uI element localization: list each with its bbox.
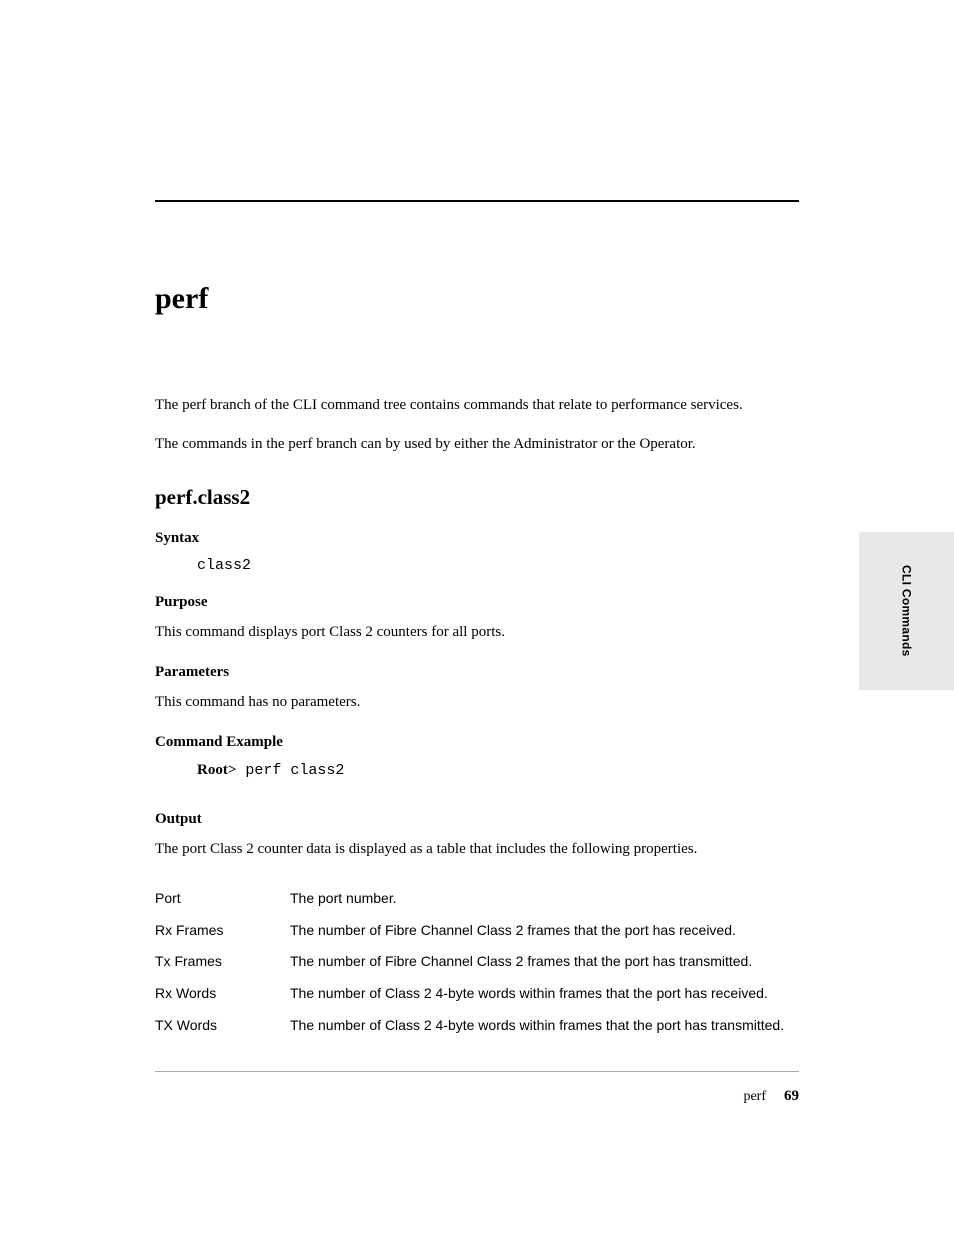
footer-page-number: 69 bbox=[784, 1088, 799, 1105]
prop-desc: The port number. bbox=[290, 883, 799, 915]
table-row: Rx Frames The number of Fibre Channel Cl… bbox=[155, 915, 799, 947]
prop-name: Rx Words bbox=[155, 978, 290, 1010]
command-code: perf class2 bbox=[236, 762, 344, 779]
table-row: Port The port number. bbox=[155, 883, 799, 915]
prop-desc: The number of Class 2 4-byte words withi… bbox=[290, 978, 799, 1010]
prop-desc: The number of Fibre Channel Class 2 fram… bbox=[290, 946, 799, 978]
properties-table: Port The port number. Rx Frames The numb… bbox=[155, 883, 799, 1041]
table-row: TX Words The number of Class 2 4-byte wo… bbox=[155, 1010, 799, 1042]
output-text: The port Class 2 counter data is display… bbox=[155, 838, 799, 861]
top-rule bbox=[155, 200, 799, 202]
sidebar-tab-label: CLI Commands bbox=[900, 565, 914, 657]
purpose-label: Purpose bbox=[155, 594, 799, 611]
command-prompt: Root> bbox=[197, 762, 236, 778]
section-heading: perf.class2 bbox=[155, 485, 799, 510]
prop-name: Port bbox=[155, 883, 290, 915]
parameters-text: This command has no parameters. bbox=[155, 691, 799, 714]
command-example-label: Command Example bbox=[155, 734, 799, 751]
command-example-line: Root> perf class2 bbox=[197, 761, 799, 779]
purpose-text: This command displays port Class 2 count… bbox=[155, 621, 799, 644]
table-row: Rx Words The number of Class 2 4-byte wo… bbox=[155, 978, 799, 1010]
intro-paragraph-2: The commands in the perf branch can by u… bbox=[155, 433, 799, 456]
page-container: perf The perf branch of the CLI command … bbox=[0, 0, 954, 1235]
sidebar-tab: CLI Commands bbox=[859, 532, 954, 690]
footer-section: perf bbox=[743, 1089, 766, 1105]
main-heading: perf bbox=[155, 282, 799, 316]
prop-desc: The number of Fibre Channel Class 2 fram… bbox=[290, 915, 799, 947]
prop-name: Tx Frames bbox=[155, 946, 290, 978]
parameters-label: Parameters bbox=[155, 664, 799, 681]
output-label: Output bbox=[155, 811, 799, 828]
syntax-code: class2 bbox=[197, 557, 799, 574]
prop-desc: The number of Class 2 4-byte words withi… bbox=[290, 1010, 799, 1042]
syntax-label: Syntax bbox=[155, 530, 799, 547]
intro-paragraph-1: The perf branch of the CLI command tree … bbox=[155, 394, 799, 417]
prop-name: TX Words bbox=[155, 1010, 290, 1042]
footer: perf 69 bbox=[155, 1071, 799, 1105]
table-row: Tx Frames The number of Fibre Channel Cl… bbox=[155, 946, 799, 978]
prop-name: Rx Frames bbox=[155, 915, 290, 947]
